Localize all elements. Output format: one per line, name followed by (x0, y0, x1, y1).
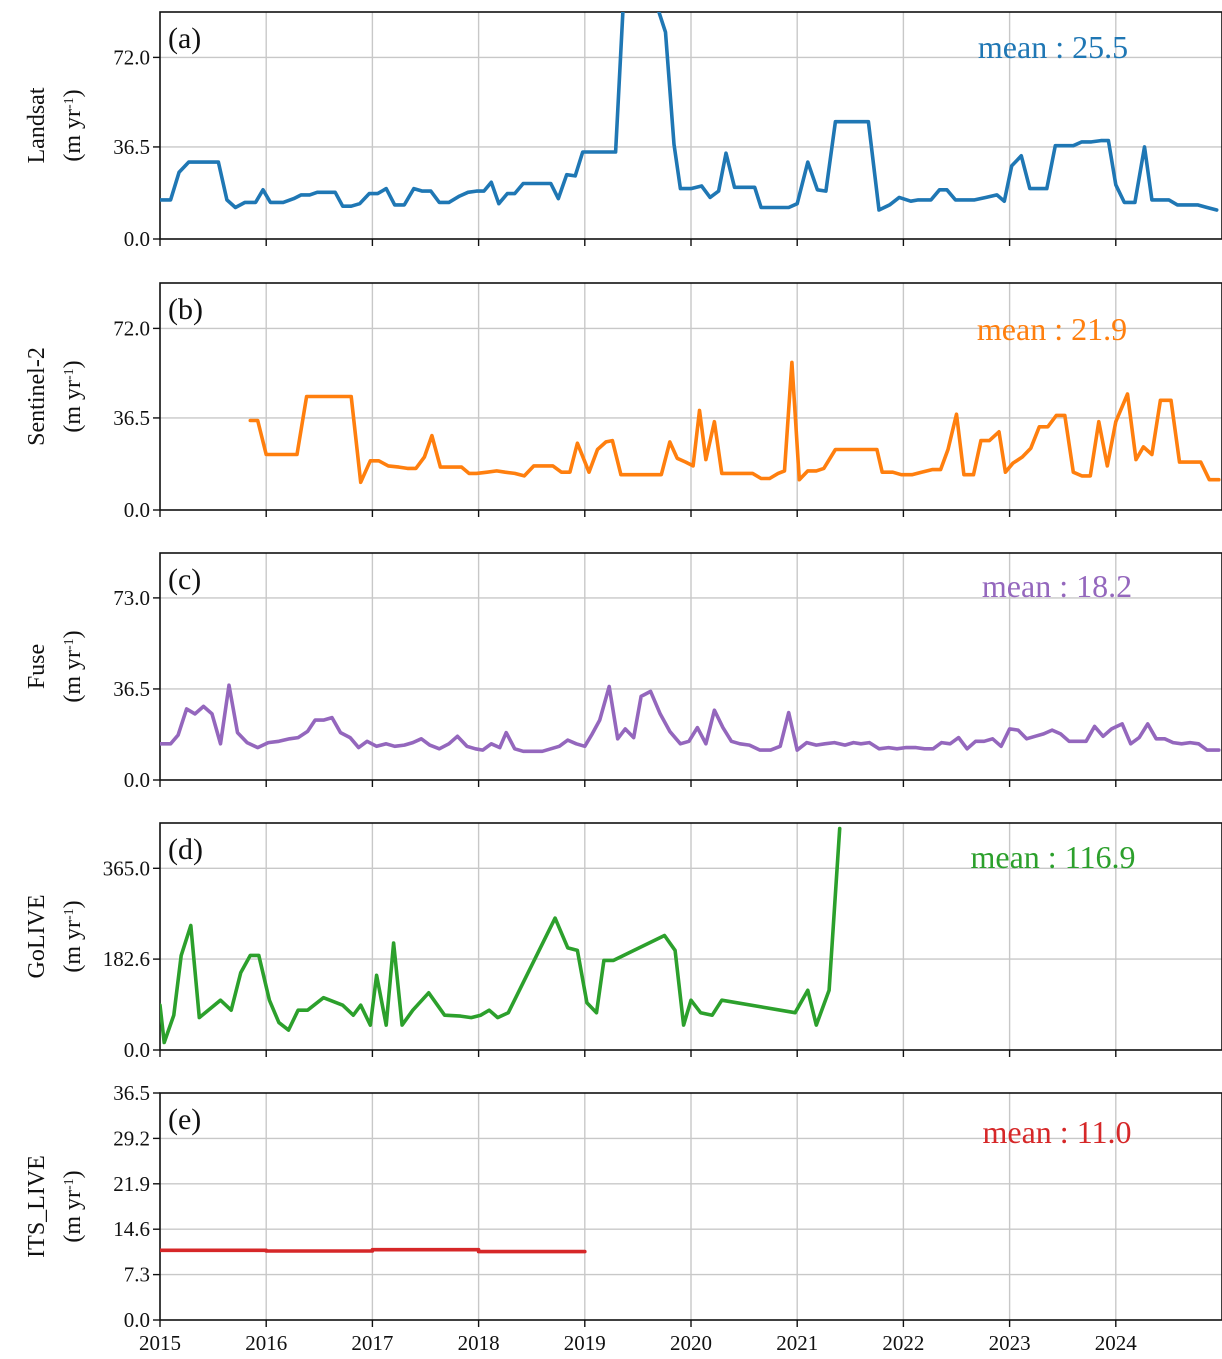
mean-label: mean : 18.2 (982, 568, 1132, 604)
y-axis-unit: (m yr-1) (60, 360, 86, 432)
panel-tag: (d) (168, 833, 203, 866)
x-tick-label: 2024 (1095, 1331, 1138, 1355)
plot-frame (159, 822, 1222, 1051)
x-tick-label: 2017 (351, 1331, 393, 1355)
panel-5: 0.0 7.3 14.6 21.9 29.2 36.5 (e) mean : 11.0 ITS_… (24, 1081, 1222, 1332)
panel-tag: (b) (168, 293, 203, 326)
y-tick-label: 0.0 (124, 1038, 150, 1062)
plot-frame (159, 1092, 1222, 1321)
panel-tag: (e) (168, 1103, 201, 1136)
y-tick-label: 7.3 (124, 1263, 150, 1287)
y-tick-label: 0.0 (124, 498, 150, 522)
y-tick-label: 0.0 (124, 768, 150, 792)
y-tick-label: 365.0 (103, 856, 150, 880)
y-tick-label: 36.5 (113, 406, 150, 430)
series-line-fuse (160, 683, 1221, 754)
x-tick-label: 2023 (989, 1331, 1031, 1355)
mean-label: mean : 11.0 (983, 1114, 1132, 1150)
x-tick-label: 2015 (139, 1331, 181, 1355)
x-tick-label: 2022 (882, 1331, 924, 1355)
y-axis-unit: (m yr-1) (60, 89, 86, 161)
y-tick-label: 21.9 (113, 1172, 150, 1196)
y-tick-label: 14.6 (113, 1217, 150, 1241)
x-tick-label: 2021 (776, 1331, 818, 1355)
series-line-its-live (160, 1247, 587, 1254)
y-axis-title: ITS_LIVE (24, 1155, 50, 1258)
y-axis-unit: (m yr-1) (60, 1170, 86, 1242)
y-axis-title: Landsat (24, 87, 50, 163)
mean-label: mean : 116.9 (971, 839, 1136, 875)
y-tick-label: 36.5 (113, 677, 150, 701)
series-line-golive (160, 826, 842, 1045)
y-tick-label: 36.5 (113, 1081, 150, 1105)
panel-tag: (a) (168, 22, 201, 55)
series-line-sentinel-2 (248, 360, 1221, 485)
y-tick-label: 72.0 (113, 316, 150, 340)
x-tick-label: 2019 (564, 1331, 606, 1355)
y-axis-unit: (m yr-1) (60, 900, 86, 972)
plot-frame (159, 552, 1222, 781)
y-tick-label: 182.6 (103, 947, 150, 971)
y-tick-label: 36.5 (113, 135, 150, 159)
x-tick-label: 2016 (245, 1331, 287, 1355)
panel-4: 0.0 182.6 365.0 (d) mean : 116.9 GoLIVE (m yr-… (24, 822, 1222, 1062)
panel-tag: (c) (168, 563, 201, 596)
x-tick-label: 2020 (670, 1331, 712, 1355)
y-axis-title: Sentinel-2 (24, 347, 50, 446)
plot-frame (159, 11, 1222, 240)
mean-label: mean : 25.5 (978, 29, 1128, 65)
series-line-landsat (160, 12, 1219, 212)
y-tick-label: 73.0 (113, 586, 150, 610)
y-tick-label: 0.0 (124, 1308, 150, 1332)
y-tick-label: 72.0 (113, 45, 150, 69)
y-axis-unit: (m yr-1) (60, 630, 86, 702)
panel-3: 0.0 36.5 73.0 (c) mean : 18.2 Fuse (m yr-1) (24, 552, 1222, 792)
y-tick-label: 0.0 (124, 227, 150, 251)
panel-1: 0.0 36.5 72.0 (a) mean : 25.5 Landsat (m yr-1) (24, 11, 1222, 251)
y-axis-title: Fuse (24, 644, 50, 689)
y-axis-title: GoLIVE (24, 895, 50, 979)
panel-2: 0.0 36.5 72.0 (b) mean : 21.9 Sentinel-2 (m yr… (24, 282, 1222, 522)
y-tick-label: 29.2 (113, 1126, 150, 1150)
plot-frame (159, 282, 1222, 511)
x-tick-label: 2018 (458, 1331, 500, 1355)
x-axis-labels: 2015 2016 2017 2018 2019 2020 2021 2022 2023 2024 (139, 1331, 1137, 1355)
mean-label: mean : 21.9 (977, 311, 1127, 347)
